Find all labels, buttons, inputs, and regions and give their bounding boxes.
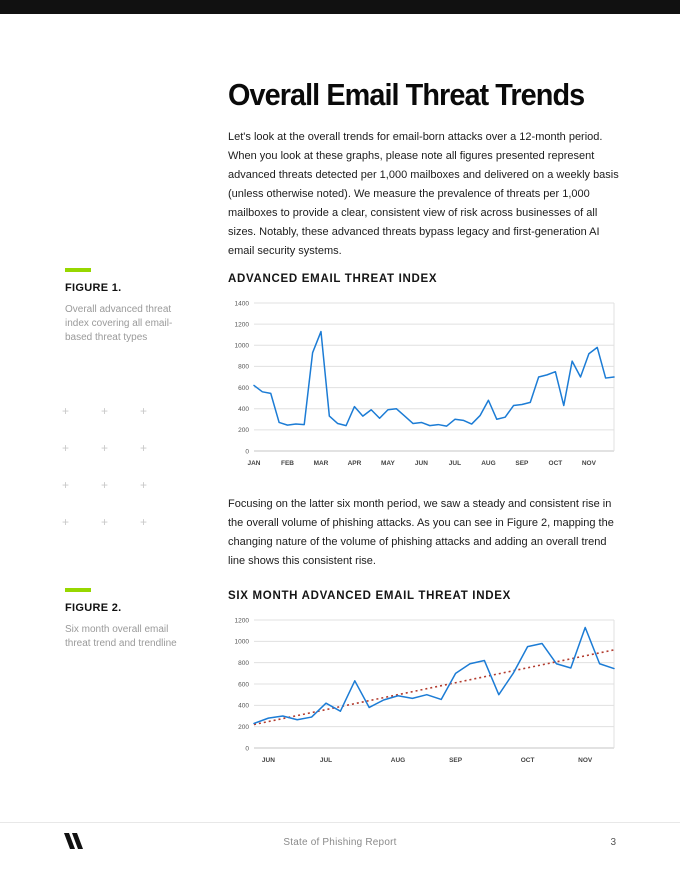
plus-icon: + (140, 441, 148, 455)
svg-text:400: 400 (238, 406, 249, 413)
svg-text:MAY: MAY (381, 460, 396, 467)
svg-text:FEB: FEB (281, 460, 294, 467)
svg-text:1200: 1200 (235, 617, 250, 624)
svg-text:JUN: JUN (415, 460, 428, 467)
svg-text:1000: 1000 (235, 639, 250, 646)
plus-icon: + (140, 515, 148, 529)
top-accent-bar (0, 0, 680, 14)
svg-text:JUN: JUN (262, 757, 275, 764)
footer-report-title: State of Phishing Report (283, 837, 397, 848)
svg-text:200: 200 (238, 724, 249, 731)
svg-text:MAR: MAR (314, 460, 329, 467)
svg-text:0: 0 (245, 448, 249, 455)
page-number: 3 (610, 837, 616, 848)
figure1-label: FIGURE 1. (65, 282, 122, 294)
svg-text:SEP: SEP (449, 757, 463, 764)
svg-text:AUG: AUG (481, 460, 495, 467)
intro-paragraph: Let's look at the overall trends for ema… (228, 131, 619, 257)
six-month-threat-index-chart: 0 200 400 600 800 1000 1200 JUN JUL AUG SEP OCT NOV (228, 614, 620, 772)
plus-icon: + (101, 478, 109, 492)
chart1-title: ADVANCED EMAIL THREAT INDEX (228, 273, 438, 285)
svg-text:1400: 1400 (235, 300, 250, 307)
svg-text:JAN: JAN (247, 460, 260, 467)
svg-text:400: 400 (238, 703, 249, 710)
svg-text:OCT: OCT (549, 460, 563, 467)
svg-text:AUG: AUG (391, 757, 405, 764)
figure1-accent-bar (65, 268, 91, 272)
advanced-email-threat-index-chart: 0 200 400 600 800 1000 1200 1400 JAN FEB MAR APR MAY… (228, 294, 620, 470)
svg-text:JUL: JUL (449, 460, 461, 467)
svg-text:600: 600 (238, 385, 249, 392)
plus-icon: + (101, 515, 109, 529)
plus-decoration-grid: + + + + + + + + + + + + (62, 404, 179, 552)
svg-text:NOV: NOV (582, 460, 597, 467)
figure2-label-block: FIGURE 2. Six month overall email threat… (65, 588, 185, 651)
svg-text:JUL: JUL (320, 757, 332, 764)
plus-icon: + (140, 478, 148, 492)
svg-text:OCT: OCT (521, 757, 535, 764)
plus-icon: + (62, 515, 70, 529)
svg-text:200: 200 (238, 427, 249, 434)
plus-icon: + (62, 441, 70, 455)
plus-icon: + (62, 478, 70, 492)
svg-text:SEP: SEP (515, 460, 529, 467)
svg-text:600: 600 (238, 681, 249, 688)
svg-text:800: 800 (238, 660, 249, 667)
figure2-caption: Six month overall email threat trend and… (65, 624, 177, 649)
plus-icon: + (140, 404, 148, 418)
svg-text:0: 0 (245, 745, 249, 752)
svg-text:APR: APR (348, 460, 362, 467)
footer: State of Phishing Report 3 (0, 822, 680, 880)
plus-icon: + (101, 404, 109, 418)
svg-text:800: 800 (238, 364, 249, 371)
svg-text:NOV: NOV (578, 757, 593, 764)
page-title: Overall Email Threat Trends (228, 76, 585, 112)
figure1-caption: Overall advanced threat index covering a… (65, 304, 173, 343)
chart2-title: SIX MONTH ADVANCED EMAIL THREAT INDEX (228, 590, 511, 602)
brand-logo-icon (64, 833, 84, 854)
body-paragraph: Focusing on the latter six month period,… (228, 498, 614, 567)
figure2-label: FIGURE 2. (65, 602, 122, 614)
svg-text:1000: 1000 (235, 343, 250, 350)
plus-icon: + (62, 404, 70, 418)
plus-icon: + (101, 441, 109, 455)
figure1-label-block: FIGURE 1. Overall advanced threat index … (65, 268, 185, 345)
svg-text:1200: 1200 (235, 321, 250, 328)
figure2-accent-bar (65, 588, 91, 592)
